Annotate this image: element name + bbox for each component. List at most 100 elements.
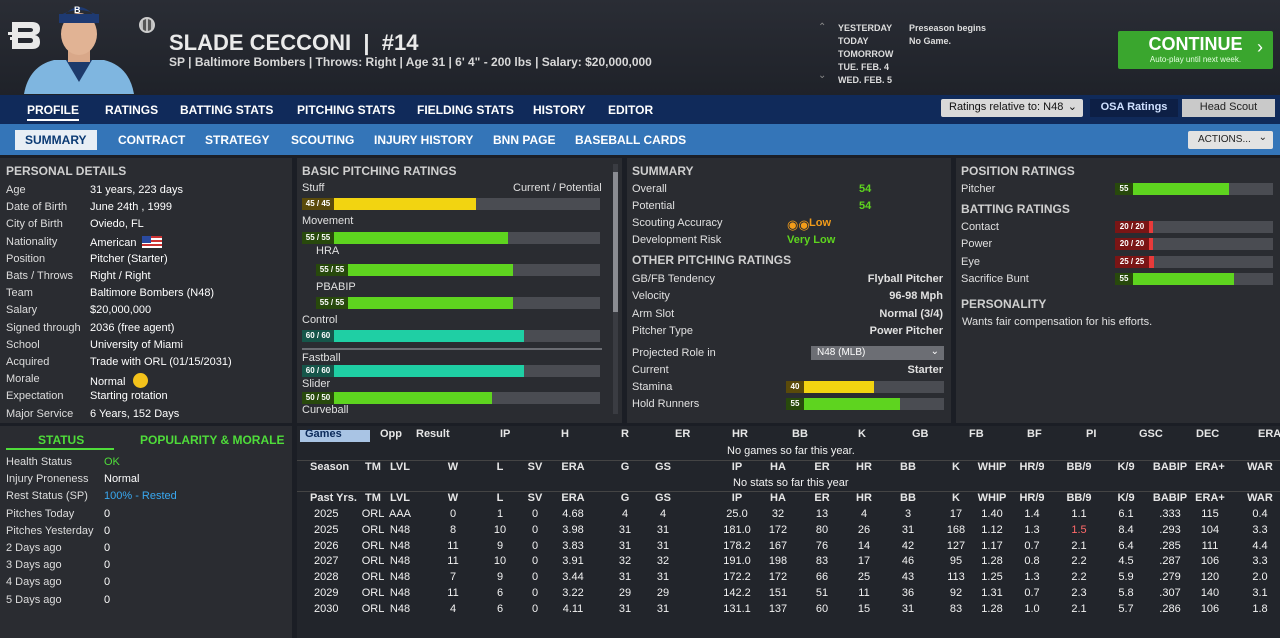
tab-contract[interactable]: CONTRACT: [118, 133, 186, 147]
detail-value: Pitcher (Starter): [90, 252, 168, 265]
detail-label: Position: [6, 252, 46, 265]
continue-button[interactable]: CONTINUE Auto-play until next week. ›: [1118, 31, 1273, 69]
osa-ratings-button[interactable]: OSA Ratings: [1090, 99, 1178, 117]
table-cell: 106: [1200, 602, 1220, 615]
stamina-label: Stamina: [632, 381, 673, 393]
table-cell: 17: [949, 508, 963, 520]
table-cell: 6.4: [1118, 539, 1134, 552]
head-scout-button[interactable]: Head Scout: [1182, 99, 1275, 117]
actions-menu[interactable]: ACTIONS... ⌄: [1188, 131, 1273, 149]
table-cell: 1.40: [981, 508, 1003, 520]
tab-summary[interactable]: SUMMARY: [15, 130, 97, 150]
player-name: SLADE CECCONI | #14: [169, 30, 419, 55]
table-cell: 5.7: [1118, 602, 1134, 615]
tab-ratings[interactable]: RATINGS: [105, 103, 159, 117]
current-potential-label: Current / Potential: [513, 182, 602, 194]
table-cell: 120: [1200, 571, 1220, 584]
overall-value: 54: [859, 183, 872, 195]
table-cell: 26: [857, 523, 871, 536]
current-label: Current: [632, 364, 669, 376]
table-cell: 10: [493, 555, 507, 568]
detail-row: City of Birth Oviedo, FL: [0, 215, 292, 232]
date-row[interactable]: TODAY No Game.: [838, 36, 952, 46]
svg-text:B: B: [74, 5, 81, 15]
batting-rating-bar: 20 / 20: [1115, 238, 1273, 251]
rating-label: Fastball: [302, 352, 341, 364]
past-col-header: ERA: [561, 492, 585, 504]
status-row: 3 Days ago 0: [0, 556, 292, 573]
other-rating-value: 96-98 Mph: [889, 290, 943, 303]
chevron-down-icon: ⌄: [1067, 101, 1077, 113]
table-cell: 127: [946, 539, 966, 552]
date-row[interactable]: TOMORROW: [838, 49, 894, 59]
detail-row: Bats / Throws Right / Right: [0, 267, 292, 284]
table-cell: 3.83: [562, 539, 584, 552]
detail-label: School: [6, 338, 40, 351]
detail-value: 31 years, 223 days: [90, 184, 183, 196]
table-cell: 151: [768, 587, 788, 599]
chevron-down-icon[interactable]: ⌄: [818, 70, 827, 81]
table-row[interactable]: 2030 ORL N48 4 6 0 4.11 31 31 131.1 137 60 15 31 83 1.2…: [297, 603, 1280, 618]
games-col-header[interactable]: Games: [305, 428, 342, 440]
tab-fielding-stats[interactable]: FIELDING STATS: [417, 103, 514, 117]
table-row[interactable]: 2026 ORL N48 11 9 0 3.83 31 31 178.2 167 76 14 42 127 1…: [297, 540, 1280, 555]
table-row[interactable]: 2027 ORL N48 11 10 0 3.91 32 32 191.0 198 83 17 46 95 1…: [297, 555, 1280, 570]
table-cell: 1.17: [981, 539, 1003, 552]
table-row[interactable]: 2025 ORL N48 8 10 0 3.98 31 31 181.0 172 80 26 31 168 1…: [297, 524, 1280, 539]
projected-role-select[interactable]: N48 (MLB) ⌄: [811, 346, 944, 360]
games-col-header: DEC: [1196, 428, 1220, 440]
globe-icon[interactable]: [139, 17, 155, 33]
table-cell: 0.8: [1024, 555, 1040, 568]
tab-pitching-stats[interactable]: PITCHING STATS: [297, 103, 396, 117]
date-row[interactable]: YESTERDAY Preseason begins: [838, 23, 987, 33]
table-row[interactable]: 2028 ORL N48 7 9 0 3.44 31 31 172.2 172 66 25 43 113 1.…: [297, 571, 1280, 586]
table-cell: 111: [1201, 539, 1219, 552]
status-value: 0: [104, 559, 111, 572]
tab-batting-stats[interactable]: BATTING STATS: [180, 103, 274, 117]
past-col-header: ER: [814, 492, 830, 504]
date-row[interactable]: TUE. FEB. 4: [838, 62, 890, 72]
tab-history[interactable]: HISTORY: [533, 103, 586, 117]
tab-bnn-page[interactable]: BNN PAGE: [493, 133, 556, 147]
main-nav: PROFILE RATINGS BATTING STATS PITCHING S…: [0, 95, 1280, 124]
tab-strategy[interactable]: STRATEGY: [205, 133, 270, 147]
season-col-header: IP: [731, 461, 743, 473]
batting-rating-value: 20 / 20: [1115, 238, 1149, 251]
past-col-header: ERA+: [1195, 492, 1225, 504]
table-cell: 0: [531, 539, 539, 552]
table-row[interactable]: 2029 ORL N48 11 6 0 3.22 29 29 142.2 151 51 11 36 92 1.…: [297, 587, 1280, 602]
chevron-up-icon[interactable]: ⌃: [818, 22, 827, 33]
overall-label: Overall: [632, 183, 667, 195]
rating-value: 50 / 50: [302, 392, 334, 404]
other-rating-label: GB/FB Tendency: [632, 273, 715, 285]
games-select[interactable]: [300, 430, 370, 442]
tab-popularity-morale[interactable]: POPULARITY & MORALE: [140, 433, 285, 447]
table-cell: 9: [496, 571, 504, 584]
rating-label: Slider: [302, 378, 331, 390]
status-panel: STATUS POPULARITY & MORALE Health Status…: [0, 426, 292, 638]
table-cell: ORL: [361, 555, 385, 568]
table-cell: 0: [531, 602, 539, 615]
table-cell: 181.0: [723, 523, 751, 536]
table-cell: 0: [531, 508, 539, 520]
tab-status[interactable]: [6, 430, 114, 450]
scrollbar[interactable]: [613, 164, 618, 414]
table-cell: 142.2: [723, 587, 751, 599]
date-row[interactable]: WED. FEB. 5: [838, 75, 893, 85]
status-row: 5 Days ago 0: [0, 591, 292, 608]
tab-editor[interactable]: EDITOR: [608, 103, 654, 117]
detail-label: Bats / Throws: [6, 270, 74, 282]
status-row: 2 Days ago 0: [0, 539, 292, 556]
other-pitching-title: OTHER PITCHING RATINGS: [632, 253, 792, 267]
table-cell: 1.28: [981, 555, 1003, 568]
tab-scouting[interactable]: SCOUTING: [291, 133, 355, 147]
section-divider: [297, 460, 1280, 461]
status-value: 0: [104, 542, 111, 554]
table-cell: 5.8: [1118, 587, 1134, 599]
table-cell: 4.68: [562, 508, 584, 520]
tab-baseball-cards[interactable]: BASEBALL CARDS: [575, 133, 687, 147]
table-row[interactable]: 2025 ORL AAA 0 1 0 4.68 4 4 25.0 32 13 4 3 17 1.40 1.4 1.…: [297, 508, 1280, 523]
ratings-relative-select[interactable]: Ratings relative to: N48 ⌄: [941, 99, 1083, 117]
tab-injury-history[interactable]: INJURY HISTORY: [374, 133, 474, 147]
tab-profile[interactable]: PROFILE: [27, 103, 80, 121]
